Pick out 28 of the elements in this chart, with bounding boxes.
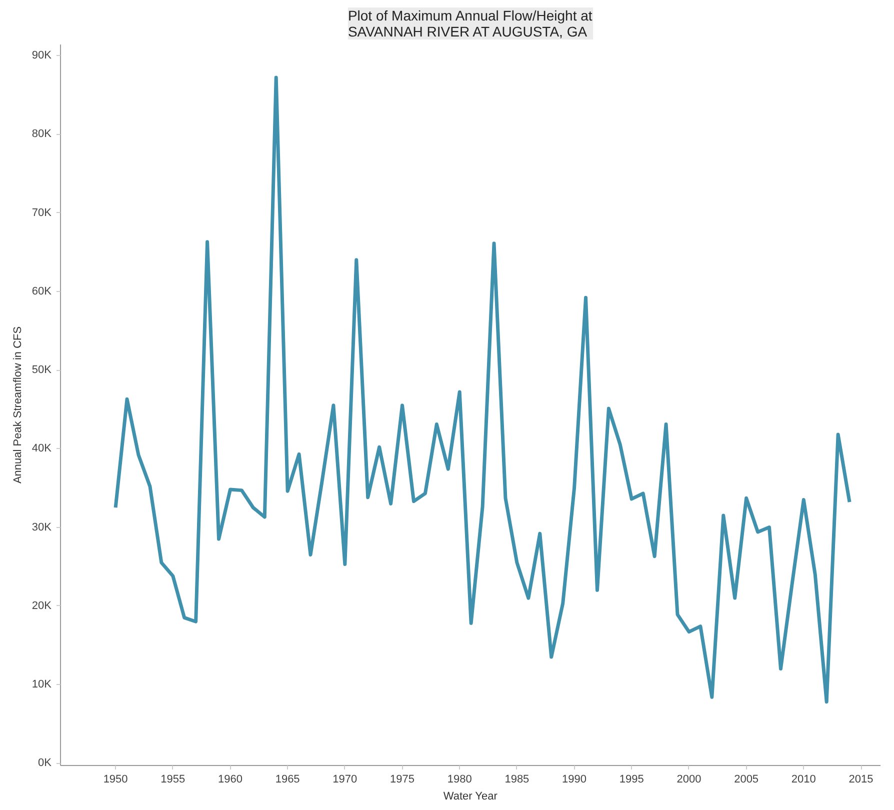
- x-tick-label: 1975: [390, 774, 415, 786]
- y-tick-label: 10K: [32, 678, 52, 691]
- y-tick-label: 0K: [38, 757, 52, 770]
- x-tick-label: 1985: [504, 774, 530, 786]
- x-tick-label: 1980: [447, 774, 472, 786]
- chart-title: Plot of Maximum Annual Flow/Height at SAVANNAH RIVER AT AUGUSTA, GA: [348, 8, 592, 40]
- x-tick-label: 1990: [562, 774, 587, 786]
- line-series: [114, 76, 852, 704]
- x-tick-label: 2010: [791, 774, 816, 786]
- x-tick-label: 1960: [218, 774, 242, 786]
- y-tick-label: 80K: [32, 128, 52, 140]
- y-tick-label: 60K: [32, 285, 52, 298]
- x-tick-label: 1995: [619, 774, 644, 786]
- x-tick-label: 2000: [676, 774, 702, 786]
- y-tick-label: 40K: [32, 442, 52, 455]
- x-tick-label: 1965: [275, 774, 300, 786]
- x-axis-title: Water Year: [443, 790, 498, 802]
- x-tick-label: 2005: [734, 774, 759, 786]
- x-tick-label: 1950: [103, 774, 128, 786]
- y-tick-label: 50K: [32, 364, 52, 376]
- x-tick-label: 1970: [332, 774, 358, 786]
- x-tick-label: 2015: [848, 774, 874, 786]
- y-tick-label: 20K: [32, 600, 52, 612]
- y-tick-label: 90K: [32, 50, 52, 62]
- y-tick-label: 30K: [32, 521, 52, 534]
- y-tick-label: 70K: [32, 206, 52, 219]
- y-axis-title: Annual Peak Streamflow in CFS: [12, 326, 24, 484]
- x-tick-label: 1955: [160, 774, 186, 786]
